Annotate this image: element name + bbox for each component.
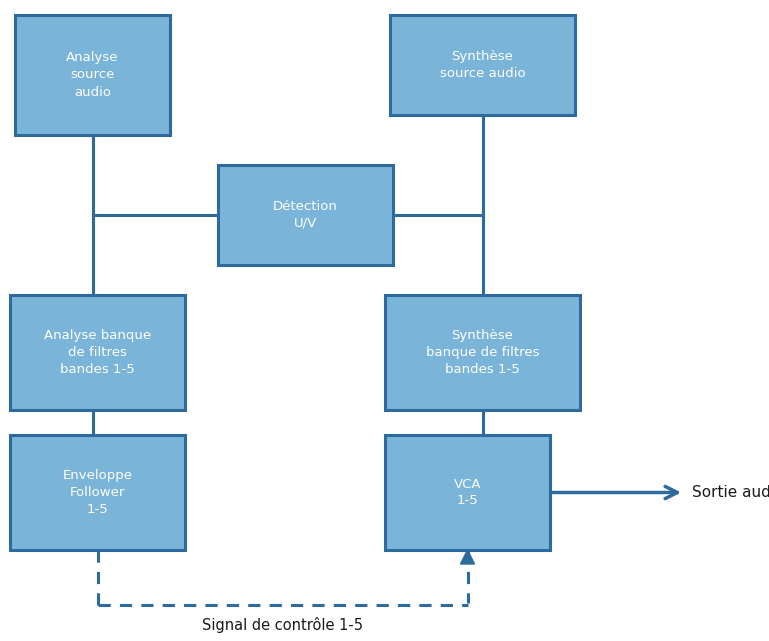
Bar (15, 15, 170, 135)
Text: VCA
1-5: VCA 1-5 (454, 478, 481, 508)
Bar (10, 295, 185, 410)
Text: Signal de contrôle 1-5: Signal de contrôle 1-5 (202, 617, 363, 633)
Text: Détection
U/V: Détection U/V (273, 200, 338, 230)
Polygon shape (461, 550, 474, 564)
Bar (385, 295, 580, 410)
Bar (390, 15, 575, 115)
Text: Synthèse
banque de filtres
bandes 1-5: Synthèse banque de filtres bandes 1-5 (426, 329, 539, 376)
Text: Analyse
source
audio: Analyse source audio (66, 51, 118, 99)
Text: Sortie audio: Sortie audio (692, 485, 769, 500)
Bar (218, 165, 393, 265)
Bar (385, 435, 550, 550)
Bar (10, 435, 185, 550)
Text: Enveloppe
Follower
1-5: Enveloppe Follower 1-5 (62, 469, 132, 516)
Text: Synthèse
source audio: Synthèse source audio (440, 50, 525, 80)
Text: Analyse banque
de filtres
bandes 1-5: Analyse banque de filtres bandes 1-5 (44, 329, 151, 376)
